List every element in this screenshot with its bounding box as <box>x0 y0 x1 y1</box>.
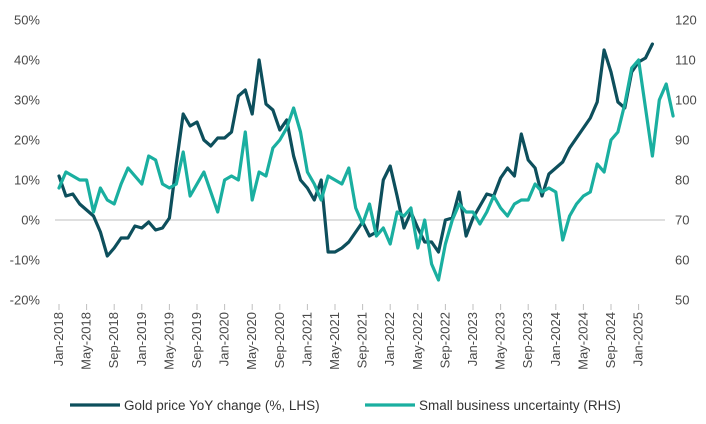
x-tick-label: May-2018 <box>79 312 94 370</box>
x-tick-label: May-2020 <box>244 312 259 370</box>
left-tick-label: 0% <box>21 213 40 228</box>
legend: Gold price YoY change (%, LHS) Small busi… <box>70 398 621 413</box>
right-tick-label: 120 <box>675 13 697 28</box>
left-tick-label: 40% <box>14 53 40 68</box>
small-business-uncertainty-line <box>57 58 675 282</box>
x-tick-label: Sep-2023 <box>520 312 535 368</box>
x-tick-label: Jan-2022 <box>382 312 397 366</box>
x-tick-label: Sep-2022 <box>437 312 452 368</box>
series-layer <box>57 42 675 282</box>
x-tick-label: Sep-2021 <box>355 312 370 368</box>
x-tick-label: Jan-2019 <box>134 312 149 366</box>
right-tick-label: 50 <box>675 293 689 308</box>
x-tick-label: Sep-2018 <box>106 312 121 368</box>
left-tick-label: -20% <box>10 293 41 308</box>
x-axis-tickmarks <box>58 304 640 310</box>
right-tick-label: 90 <box>675 133 689 148</box>
x-tick-label: May-2022 <box>410 312 425 370</box>
left-tick-label: 30% <box>14 93 40 108</box>
left-tick-label: 10% <box>14 173 40 188</box>
x-tick-label: Jan-2021 <box>299 312 314 366</box>
right-axis-ticks: 120 110 100 90 80 70 60 50 <box>675 13 697 308</box>
x-tick-label: May-2024 <box>575 312 590 370</box>
x-axis-labels: Jan-2018 May-2018 Sep-2018 Jan-2019 May-2019… <box>51 312 646 370</box>
legend-gold-price-label: Gold price YoY change (%, LHS) <box>124 398 320 413</box>
right-tick-label: 100 <box>675 93 697 108</box>
x-tick-label: Jan-2024 <box>548 312 563 366</box>
left-tick-label: 20% <box>14 133 40 148</box>
x-tick-label: Jan-2018 <box>51 312 66 366</box>
right-tick-label: 60 <box>675 253 689 268</box>
left-tick-label: -10% <box>10 253 41 268</box>
right-tick-label: 70 <box>675 213 689 228</box>
right-tick-label: 80 <box>675 173 689 188</box>
x-tick-label: Jan-2025 <box>631 312 646 366</box>
gold-price-line <box>57 42 655 258</box>
x-tick-label: Sep-2020 <box>272 312 287 368</box>
x-tick-label: Sep-2024 <box>603 312 618 368</box>
x-tick-label: Jan-2020 <box>217 312 232 366</box>
x-tick-label: May-2023 <box>493 312 508 370</box>
x-tick-label: Sep-2019 <box>189 312 204 368</box>
x-tick-label: May-2021 <box>327 312 342 370</box>
x-tick-label: May-2019 <box>161 312 176 370</box>
x-tick-label: Jan-2023 <box>465 312 480 366</box>
legend-small-business-uncertainty-label: Small business uncertainty (RHS) <box>419 398 621 413</box>
left-tick-label: 50% <box>14 13 40 28</box>
right-tick-label: 110 <box>675 53 696 68</box>
left-axis-ticks: 50% 40% 30% 20% 10% 0% -10% -20% <box>10 13 41 308</box>
